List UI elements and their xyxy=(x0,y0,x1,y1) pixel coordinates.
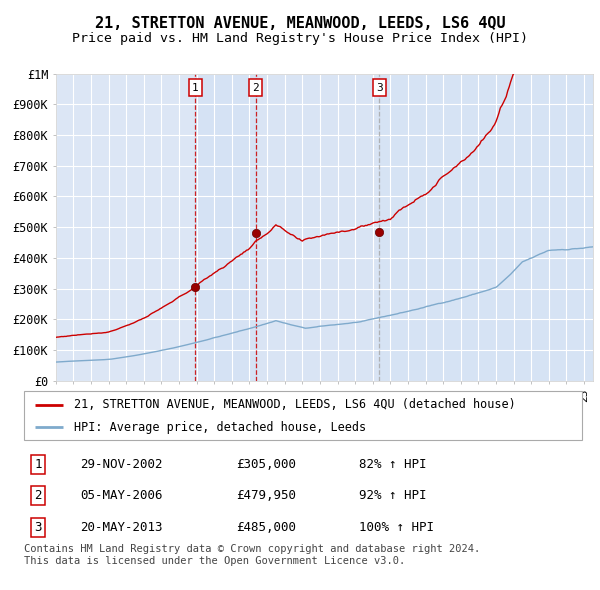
Bar xyxy=(256,74,379,381)
Text: Contains HM Land Registry data © Crown copyright and database right 2024.
This d: Contains HM Land Registry data © Crown c… xyxy=(24,544,480,566)
Text: 82% ↑ HPI: 82% ↑ HPI xyxy=(359,458,426,471)
Text: 3: 3 xyxy=(34,521,42,534)
Bar xyxy=(379,74,593,381)
Text: HPI: Average price, detached house, Leeds: HPI: Average price, detached house, Leed… xyxy=(74,421,367,434)
FancyBboxPatch shape xyxy=(24,391,582,440)
Text: 29-NOV-2002: 29-NOV-2002 xyxy=(80,458,162,471)
Text: 1: 1 xyxy=(191,83,199,93)
Text: £485,000: £485,000 xyxy=(236,521,296,534)
Text: 92% ↑ HPI: 92% ↑ HPI xyxy=(359,489,426,502)
Text: 21, STRETTON AVENUE, MEANWOOD, LEEDS, LS6 4QU: 21, STRETTON AVENUE, MEANWOOD, LEEDS, LS… xyxy=(95,16,505,31)
Text: 2: 2 xyxy=(34,489,42,502)
Bar xyxy=(195,74,256,381)
Text: Price paid vs. HM Land Registry's House Price Index (HPI): Price paid vs. HM Land Registry's House … xyxy=(72,32,528,45)
Text: 1: 1 xyxy=(34,458,42,471)
Text: 05-MAY-2006: 05-MAY-2006 xyxy=(80,489,162,502)
Text: 20-MAY-2013: 20-MAY-2013 xyxy=(80,521,162,534)
Text: 21, STRETTON AVENUE, MEANWOOD, LEEDS, LS6 4QU (detached house): 21, STRETTON AVENUE, MEANWOOD, LEEDS, LS… xyxy=(74,398,516,411)
Text: 2: 2 xyxy=(252,83,259,93)
Text: 100% ↑ HPI: 100% ↑ HPI xyxy=(359,521,434,534)
Text: £479,950: £479,950 xyxy=(236,489,296,502)
Text: 3: 3 xyxy=(376,83,383,93)
Text: £305,000: £305,000 xyxy=(236,458,296,471)
